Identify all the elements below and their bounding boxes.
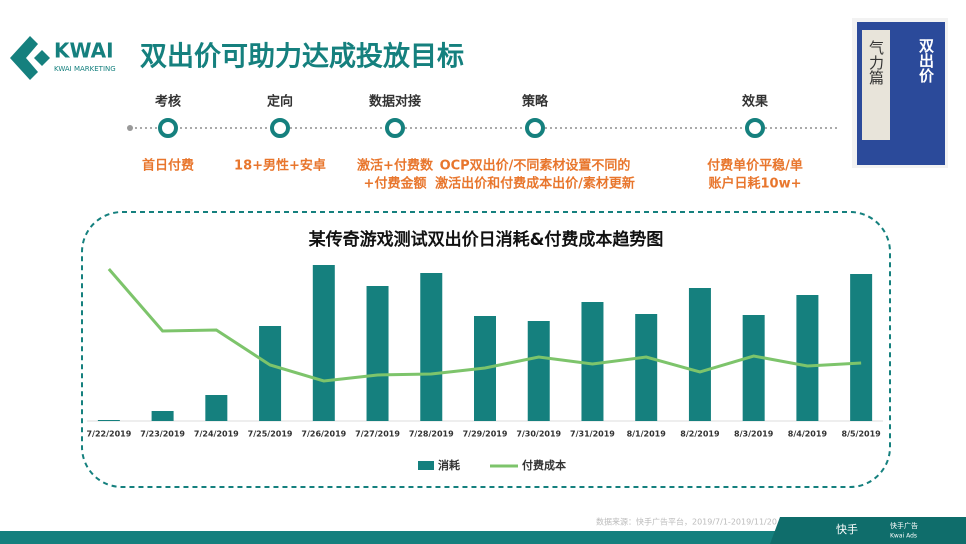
- book-title: 双出价: [917, 38, 935, 84]
- bar: [420, 273, 443, 421]
- step-detail: 账户日耗10w+: [709, 176, 802, 192]
- step-dot: [525, 118, 545, 138]
- book-subtitle: 气力篇: [867, 40, 885, 85]
- x-tick-label: 8/4/2019: [788, 430, 828, 439]
- step-detail: 激活出价和付费成本出价/素材更新: [435, 176, 635, 192]
- bar: [97, 420, 120, 421]
- x-tick-label: 7/25/2019: [248, 430, 293, 439]
- x-tick-label: 7/26/2019: [301, 430, 346, 439]
- bar: [796, 295, 819, 421]
- bar: [527, 321, 550, 421]
- step-dot: [745, 118, 765, 138]
- step-label: 数据对接: [369, 94, 421, 110]
- book-label: [862, 30, 890, 140]
- x-tick-label: 8/1/2019: [627, 430, 667, 439]
- x-tick-label: 8/5/2019: [842, 430, 882, 439]
- x-tick-label: 8/2/2019: [680, 430, 720, 439]
- legend-label: 付费成本: [522, 458, 566, 472]
- step-label: 定向: [266, 94, 293, 110]
- bar: [366, 286, 389, 421]
- step-dot: [385, 118, 405, 138]
- source: 数据来源：快手广告平台，2019/7/1-2019/11/20: [596, 517, 777, 527]
- bar: [151, 411, 174, 421]
- step-detail: 激活+付费数: [357, 158, 434, 174]
- bar: [742, 315, 765, 421]
- footer-brand: 快手: [836, 522, 858, 536]
- legend-swatch: [418, 461, 434, 470]
- footer-brand: Kwai Ads: [890, 533, 917, 540]
- x-tick-label: 7/31/2019: [570, 430, 615, 439]
- step-detail: 首日付费: [142, 158, 194, 174]
- footer-brand: 快手广告: [890, 521, 918, 530]
- x-tick-label: 7/23/2019: [140, 430, 185, 439]
- footer-brand-bg: [770, 517, 966, 544]
- step-detail: OCP双出价/不同素材设置不同的: [440, 158, 631, 174]
- bar: [205, 395, 228, 421]
- page-title: 双出价可助力达成投放目标: [140, 41, 464, 73]
- bar: [312, 265, 335, 421]
- step-dot: [270, 118, 290, 138]
- legend-label: 消耗: [438, 458, 460, 472]
- step-detail: +付费金额: [364, 176, 427, 192]
- book: 气力篇 双出价: [852, 18, 948, 168]
- step-label: 效果: [742, 94, 768, 110]
- step-detail: 付费单价平稳/单: [707, 158, 803, 174]
- chart-title: 某传奇游戏测试双出价日消耗&付费成本趋势图: [309, 229, 664, 250]
- chart-frame: [81, 211, 891, 488]
- footer-band: [0, 531, 966, 544]
- logo-sub: KWAI MARKETING: [54, 65, 116, 73]
- x-tick-label: 7/24/2019: [194, 430, 239, 439]
- timeline-start: [127, 125, 133, 131]
- line: [107, 268, 862, 383]
- bar: [635, 314, 658, 421]
- step-detail: 18+男性+安卓: [234, 158, 326, 174]
- logo: KWAI: [54, 39, 114, 63]
- step-label: 策略: [522, 94, 549, 110]
- logo-mark: [10, 36, 38, 80]
- step-label: 考核: [155, 94, 181, 110]
- bar: [688, 288, 711, 421]
- bar: [850, 274, 873, 421]
- logo-mark: [34, 50, 50, 66]
- step-dot: [158, 118, 178, 138]
- x-tick-label: 7/28/2019: [409, 430, 454, 439]
- x-tick-label: 7/27/2019: [355, 430, 400, 439]
- x-tick-label: 7/22/2019: [86, 430, 131, 439]
- bar: [581, 302, 604, 421]
- x-tick-label: 8/3/2019: [734, 430, 774, 439]
- bar: [259, 326, 282, 421]
- x-tick-label: 7/30/2019: [516, 430, 561, 439]
- x-tick-label: 7/29/2019: [463, 430, 508, 439]
